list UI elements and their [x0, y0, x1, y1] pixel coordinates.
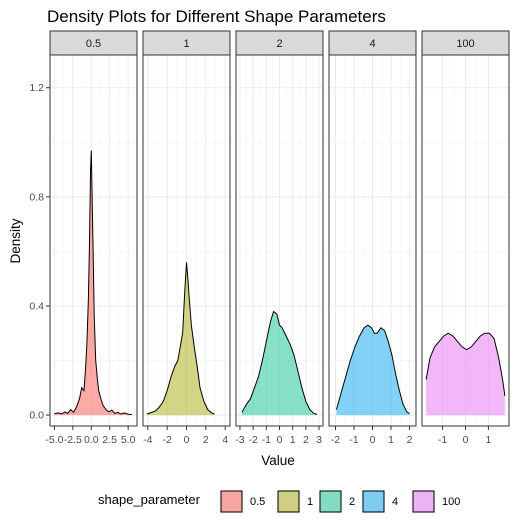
y-tick-label: 0.0: [29, 410, 44, 422]
legend-label: 2: [349, 496, 355, 508]
panel-border: [49, 54, 138, 427]
x-tick-label: 3: [316, 434, 322, 446]
density-area-100: [426, 333, 505, 416]
y-tick-label: 0.4: [29, 300, 44, 312]
legend-key-0.5: 0.5: [220, 490, 265, 513]
legend-swatch: [362, 490, 385, 513]
x-tick-label: -4: [143, 434, 152, 446]
legend-label: 100: [442, 496, 460, 508]
legend-label: 1: [307, 496, 313, 508]
x-tick-label: 2.5: [102, 434, 117, 446]
grid-lines: [329, 55, 416, 426]
facet-strip: [142, 30, 231, 56]
x-tick-label: -3: [235, 434, 244, 446]
legend-key-4: 4: [362, 490, 398, 513]
x-tick-label: 0: [277, 434, 283, 446]
facet-panel-0: 0.5 -5.0 -2.5 0.0 2.5 5.0: [45, 30, 138, 446]
x-tick-label: -2: [162, 434, 171, 446]
density-area-2: [241, 311, 318, 416]
legend: shape_parameter 0.5 1 2 4 100: [98, 490, 460, 513]
legend-swatch: [277, 490, 300, 513]
facet-strip-label: 0.5: [86, 38, 101, 50]
density-line-4: [335, 324, 410, 415]
facet-strip-label: 4: [369, 38, 375, 50]
facet-panel-3: 4 -2 -1 0 1 2: [328, 30, 417, 446]
x-tick-label: 0: [184, 434, 190, 446]
x-tick-label: 1: [388, 434, 394, 446]
x-tick-label: -5.0: [45, 434, 63, 446]
facet-strip: [235, 30, 324, 56]
x-tick-label: -2: [331, 434, 340, 446]
facet-strip-label: 100: [456, 38, 474, 50]
facet-panel-4: 100 -1 0 1: [421, 30, 510, 446]
density-line-2: [241, 310, 318, 415]
y-tick-label: 0.8: [29, 191, 44, 203]
legend-swatch: [319, 490, 342, 513]
legend-keys: 0.5 1 2 4 100: [220, 490, 460, 513]
x-axis-title: Value: [261, 453, 295, 468]
legend-title: shape_parameter: [98, 492, 201, 507]
legend-swatch: [412, 490, 435, 513]
density-line-1: [146, 262, 215, 415]
legend-key-100: 100: [412, 490, 460, 513]
facet-strip: [328, 30, 417, 56]
x-tick-label: 4: [222, 434, 228, 446]
x-tick-label: -1: [349, 434, 358, 446]
legend-key-1: 1: [277, 490, 313, 513]
density-area-0.5: [54, 150, 132, 416]
x-tick-label: 0.0: [84, 434, 99, 446]
x-tick-label: 1: [485, 434, 491, 446]
x-tick-label: 0: [463, 434, 469, 446]
density-line-0.5: [54, 150, 132, 416]
y-axis-title: Density: [8, 218, 23, 263]
chart-title: Density Plots for Different Shape Parame…: [47, 7, 386, 26]
facet-strip: [49, 30, 138, 56]
y-tick-label: 1.2: [29, 82, 44, 94]
facet-strip-label: 1: [183, 38, 189, 50]
facet-panel-2: 2-3 -2 -1 0 1 2 3: [235, 30, 324, 446]
y-axis: 0.0 0.4 0.8 1.2: [29, 82, 50, 422]
x-tick-label: -2: [248, 434, 257, 446]
x-tick-label: -1: [438, 434, 447, 446]
x-tick-label: -1: [262, 434, 271, 446]
grid-lines: [50, 55, 137, 426]
facet-panels: 0.5-5.0 -2.5 0.0 2.5 5.01-4 -2 0 2 42-3 -2 -1 0 1 2 34…: [45, 30, 510, 446]
facet-strip: [421, 30, 510, 56]
x-tick-label: 5.0: [121, 434, 136, 446]
facet-strip-label: 2: [276, 38, 282, 50]
x-tick-label: -2.5: [64, 434, 82, 446]
facet-panel-1: 1 -4 -2 0 2 4: [142, 30, 231, 446]
x-tick-label: 2: [203, 434, 209, 446]
x-tick-label: 2: [303, 434, 309, 446]
x-tick-label: 0: [370, 434, 376, 446]
x-tick-label: 2: [407, 434, 413, 446]
legend-label: 0.5: [250, 496, 265, 508]
density-area-1: [146, 262, 215, 416]
density-line-100: [425, 332, 506, 397]
legend-swatch: [220, 490, 243, 513]
legend-label: 4: [392, 496, 398, 508]
x-tick-label: 1: [290, 434, 296, 446]
legend-key-2: 2: [319, 490, 355, 513]
